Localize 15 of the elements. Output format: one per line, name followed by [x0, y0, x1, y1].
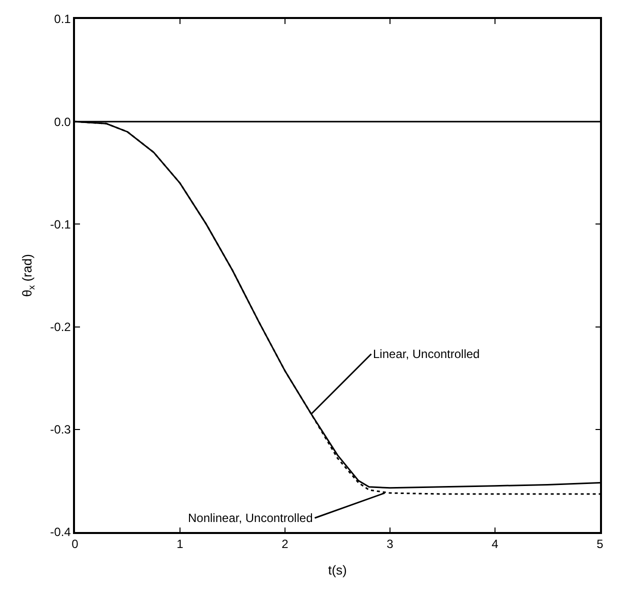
x-tick-label: 4 — [492, 537, 499, 552]
y-tick-label: -0.3 — [50, 422, 72, 437]
y-tick-label: 0.0 — [54, 114, 72, 129]
y-tick-label: -0.1 — [50, 217, 72, 232]
x-tick-label: 2 — [282, 537, 289, 552]
x-tick-label: 1 — [176, 537, 184, 552]
y-tick-label: -0.2 — [50, 320, 72, 334]
x-axis-title: t(s) — [328, 562, 347, 578]
x-tick-label: 5 — [596, 537, 604, 552]
y-tick-label: -0.4 — [50, 525, 72, 540]
x-tick-label: 3 — [386, 537, 394, 552]
y-tick-label: 0.1 — [54, 12, 72, 26]
x-tick-label: 0 — [72, 537, 79, 552]
annotation: Nonlinear, Uncontrolled — [188, 511, 313, 525]
annotation: Linear, Uncontrolled — [373, 347, 480, 361]
